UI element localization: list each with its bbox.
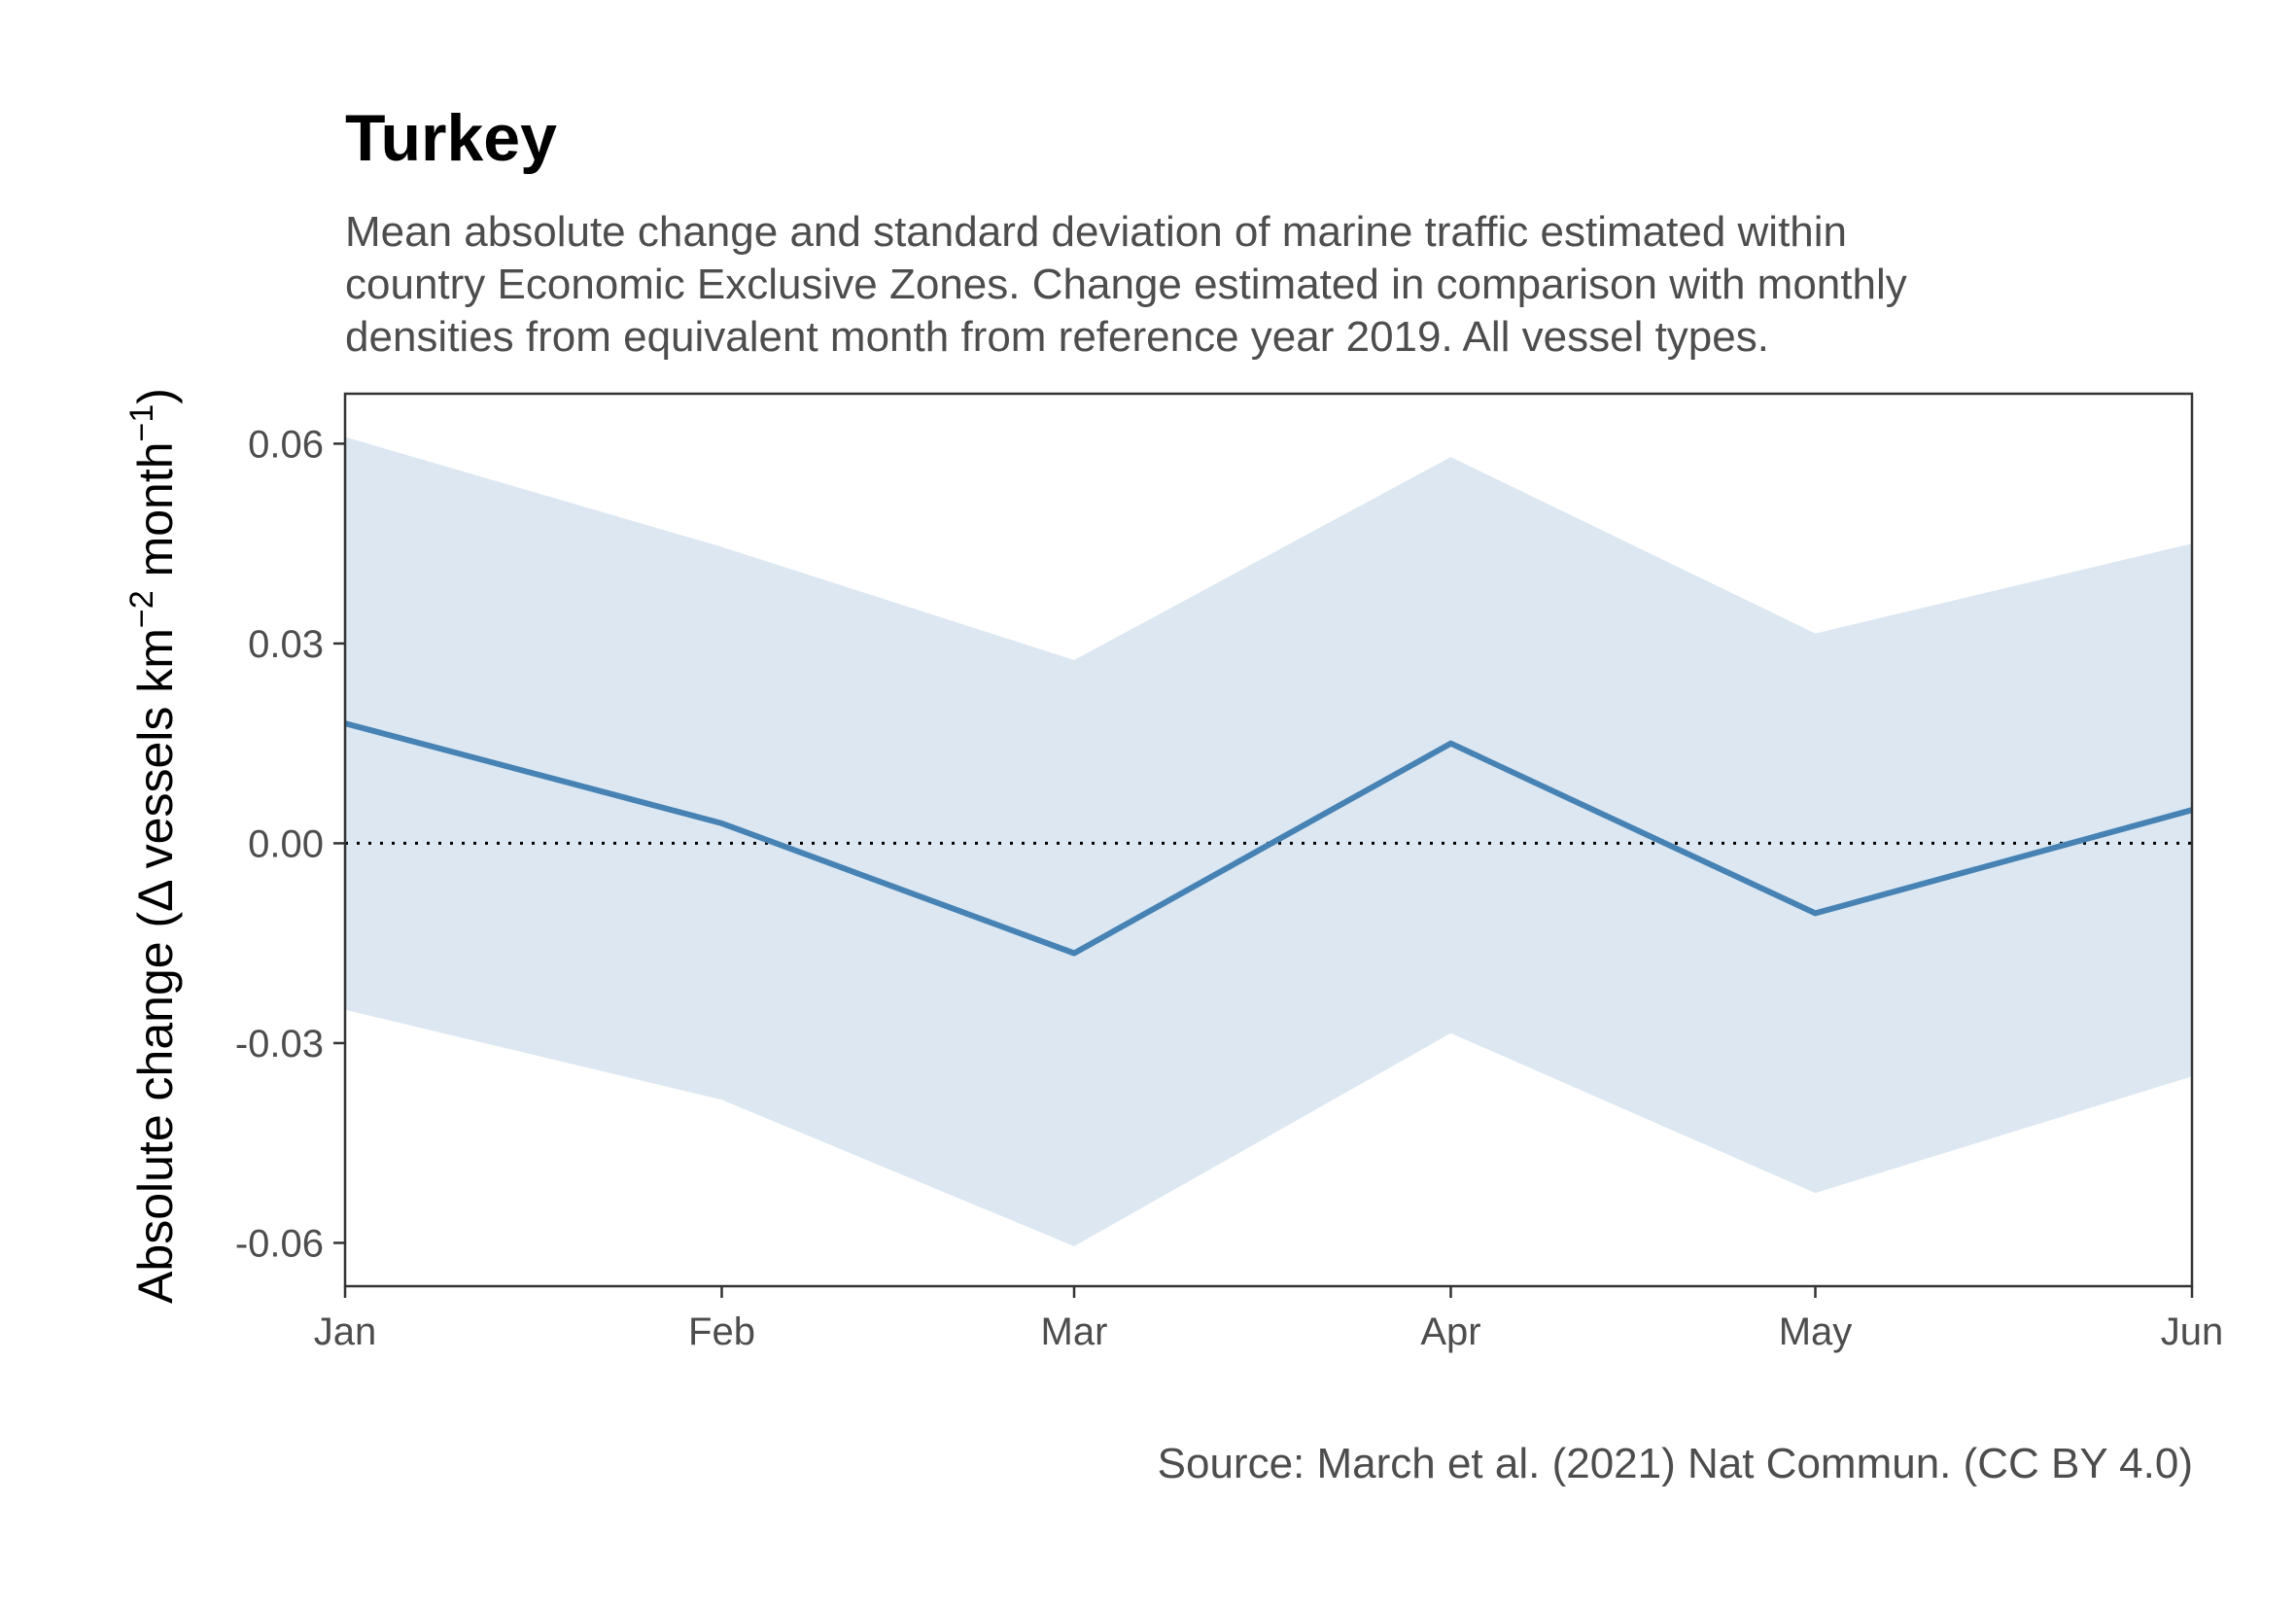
- y-axis-title-exponent: −2: [123, 590, 160, 628]
- y-axis: -0.06 -0.03 0.00 0.03 0.06: [235, 423, 345, 1265]
- y-axis-title-delta: Δ: [128, 881, 183, 912]
- x-axis: Jan Feb Mar Apr May Jun: [314, 1286, 2224, 1353]
- x-tick-label: May: [1779, 1310, 1853, 1353]
- panel-border: [343, 392, 2194, 1288]
- subtitle-line: densities from equivalent month from ref…: [345, 313, 1769, 361]
- y-tick-label: 0.06: [248, 423, 324, 466]
- x-tick-label: Feb: [688, 1310, 755, 1353]
- y-tick-label: 0.03: [248, 623, 324, 666]
- y-axis-title-month: month: [128, 441, 183, 590]
- subtitle-line: country Economic Exclusive Zones. Change…: [345, 261, 1907, 308]
- y-axis-title-unit: vessels km: [128, 628, 183, 882]
- x-tick-label: Apr: [1420, 1310, 1480, 1353]
- y-axis-title-exponent: −1: [123, 404, 160, 442]
- y-tick-label: -0.03: [235, 1023, 324, 1066]
- x-tick-label: Jan: [314, 1310, 377, 1353]
- subtitle-line: Mean absolute change and standard deviat…: [345, 208, 1848, 256]
- y-axis-title-close: ): [128, 388, 183, 404]
- y-axis-title: Absolute change (Δ vessels km−2 month−1): [123, 388, 183, 1304]
- mean-change-line: [344, 720, 2193, 957]
- y-axis-title-main: Absolute change (: [128, 912, 183, 1304]
- y-tick-label: 0.00: [248, 822, 324, 865]
- chart-caption: Source: March et al. (2021) Nat Commun. …: [1157, 1440, 2193, 1487]
- chart-title: Turkey: [345, 101, 557, 175]
- chart-subtitle: Mean absolute change and standard deviat…: [345, 206, 1907, 364]
- x-tick-label: Jun: [2161, 1310, 2224, 1353]
- x-tick-label: Mar: [1041, 1310, 1108, 1353]
- y-tick-label: -0.06: [235, 1222, 324, 1265]
